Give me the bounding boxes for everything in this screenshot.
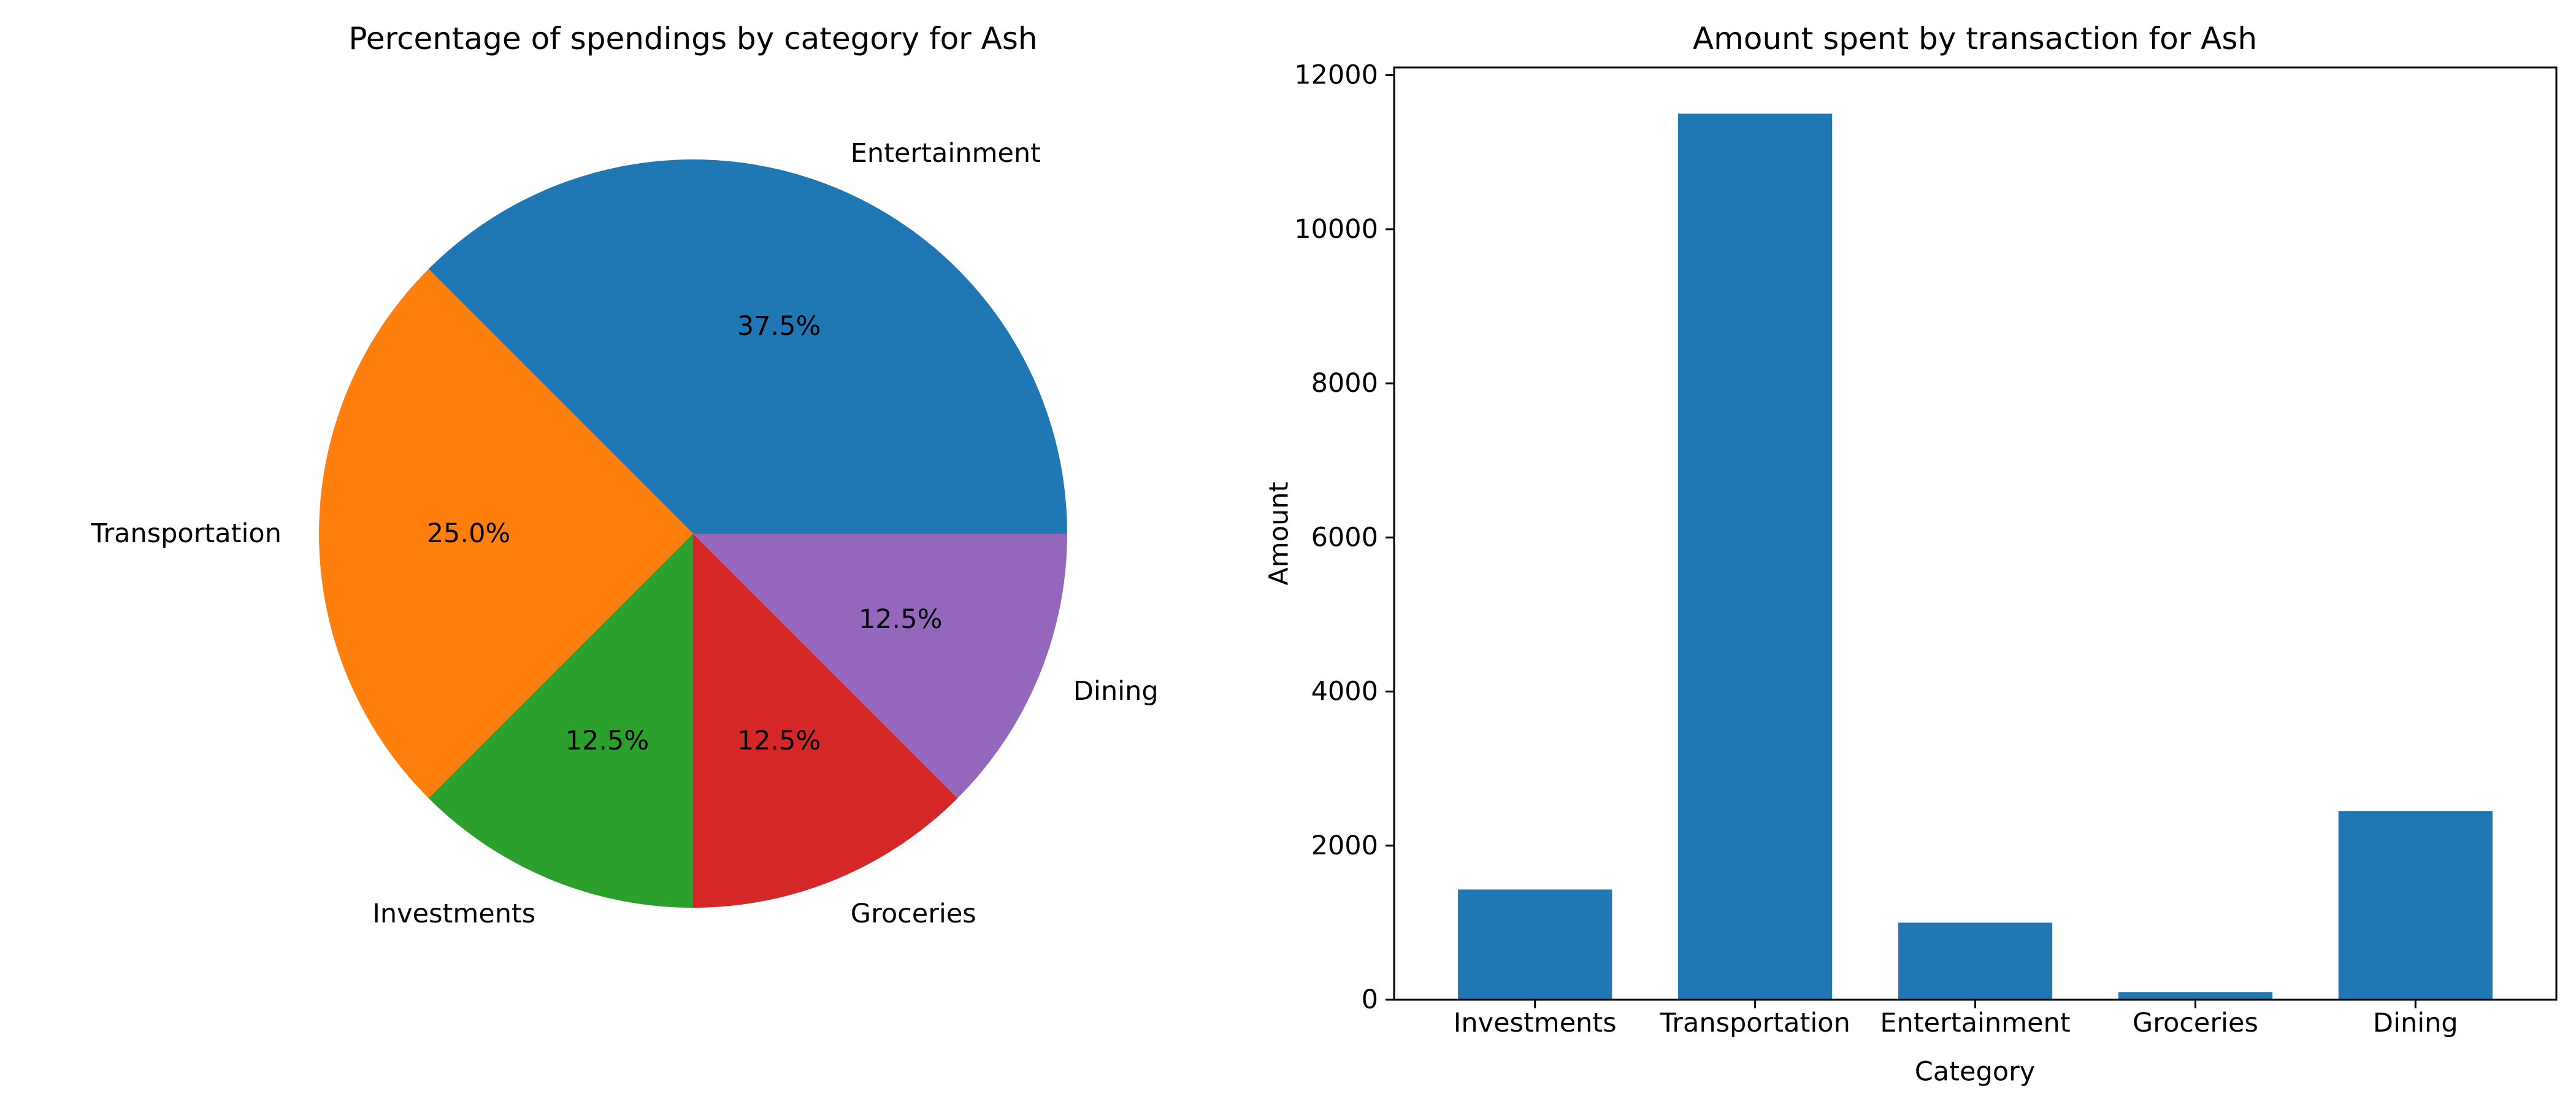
pie-chart: Percentage of spendings by category for …: [91, 21, 1159, 929]
bar-transportation: [1677, 113, 1833, 1000]
bar-entertainment: [1898, 922, 2053, 1000]
y-axis: 0 2000 4000 6000 8000 10000 12000: [1294, 60, 1394, 1015]
bar-chart: Amount spent by transaction for Ash 0 200…: [1264, 21, 2558, 1087]
pie-category-label: Investments: [372, 899, 535, 929]
bar-series: [1458, 113, 2493, 1000]
x-axis-label: Category: [1915, 1057, 2035, 1087]
pie-category-label: Groceries: [851, 899, 976, 929]
pie-category-label: Transportation: [91, 518, 282, 549]
x-tick-label: Dining: [2373, 1008, 2458, 1038]
bar-groceries: [2118, 992, 2273, 1000]
x-tick-label: Groceries: [2133, 1008, 2258, 1038]
pie-percent-label: 12.5%: [859, 604, 943, 635]
pie-percent-label: 12.5%: [737, 726, 821, 756]
pie-slice-dining: [693, 534, 1067, 799]
pie-slice-entertainment: [428, 159, 1068, 534]
x-tick-label: Investments: [1454, 1008, 1617, 1038]
y-tick-label: 12000: [1294, 60, 1378, 91]
pie-labels: 37.5% Entertainment 25.0% Transportation 12.…: [91, 138, 1159, 929]
y-tick-label: 2000: [1311, 830, 1378, 861]
x-axis: Investments Transportation Entertainment Gr…: [1454, 1000, 2458, 1038]
pie-percent-label: 37.5%: [737, 311, 821, 342]
pie-slice-transportation: [318, 269, 693, 799]
x-tick-label: Transportation: [1659, 1008, 1850, 1038]
pie-category-label: Dining: [1073, 676, 1159, 707]
bar-dining: [2338, 811, 2493, 1000]
pie-category-label: Entertainment: [851, 138, 1041, 169]
y-tick-label: 10000: [1294, 214, 1378, 245]
y-tick-label: 4000: [1311, 677, 1378, 707]
y-axis-label: Amount: [1264, 482, 1295, 586]
bar-investments: [1458, 889, 1612, 1000]
y-tick-label: 6000: [1311, 522, 1378, 553]
y-tick-label: 0: [1362, 984, 1378, 1015]
y-tick-label: 8000: [1311, 368, 1378, 399]
bar-chart-title: Amount spent by transaction for Ash: [1693, 21, 2257, 56]
pie-percent-label: 12.5%: [565, 726, 650, 756]
pie-slices: [318, 159, 1068, 908]
pie-chart-title: Percentage of spendings by category for …: [348, 21, 1037, 56]
pie-slice-groceries: [693, 534, 958, 908]
pie-percent-label: 25.0%: [427, 518, 511, 549]
pie-slice-investments: [428, 534, 693, 908]
x-tick-label: Entertainment: [1880, 1008, 2070, 1038]
